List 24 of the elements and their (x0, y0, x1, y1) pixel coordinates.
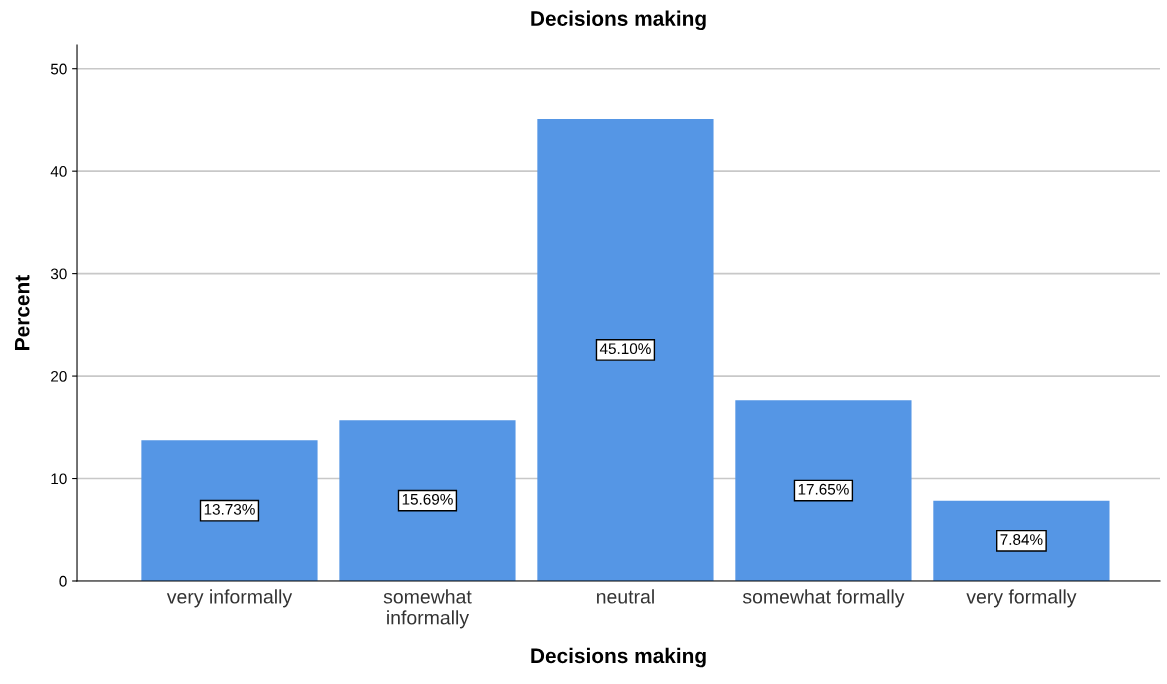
bar (735, 400, 912, 581)
chart-title: Decisions making (531, 10, 706, 31)
x-tick-label: very informally (166, 589, 293, 608)
data-label: 15.69% (402, 493, 453, 505)
bar (339, 420, 516, 581)
bar (141, 440, 318, 581)
data-label: 17.65% (798, 483, 849, 495)
bar (537, 118, 714, 581)
x-tick-label: somewhat formally (742, 589, 905, 608)
x-tick-label: very formally (966, 589, 1077, 608)
y-tick-label: 10 (51, 473, 67, 485)
data-label: 7.84% (1000, 534, 1043, 545)
x-tick-label: neutral (597, 589, 654, 604)
x-axis-title: Decisions making (531, 647, 706, 668)
y-tick-label: 20 (51, 370, 67, 382)
x-tick-label: somewhat informally (383, 589, 472, 629)
y-tick-label: 30 (50, 268, 67, 280)
y-axis-title: Percent (14, 275, 30, 350)
y-tick-label: 0 (59, 575, 67, 587)
data-label: 45.10% (599, 343, 651, 355)
bar (933, 500, 1110, 581)
data-label: 13.73% (204, 503, 255, 515)
y-tick-label: 50 (50, 63, 67, 75)
y-tick-label: 40 (50, 166, 67, 177)
